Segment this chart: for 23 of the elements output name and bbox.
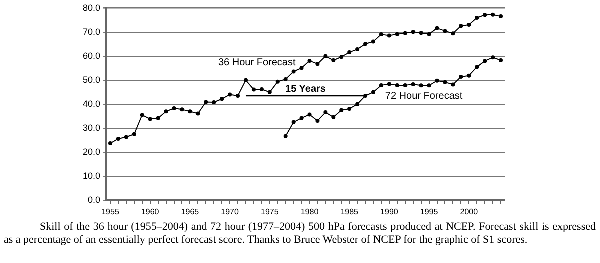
- x-tick-label: 1975: [260, 207, 280, 216]
- x-tick-label: 1980: [300, 207, 320, 216]
- series-label: 72 Hour Forecast: [385, 91, 463, 102]
- y-tick-label: 10.0: [82, 170, 101, 181]
- x-tick-label: 1990: [380, 207, 399, 216]
- x-tick-label: 1985: [340, 207, 360, 216]
- annotation: 15 Years: [286, 84, 326, 95]
- series-label: 36 Hour Forecast: [218, 58, 296, 69]
- y-tick-label: 30.0: [82, 122, 101, 133]
- x-tick-label: 2000: [460, 207, 479, 216]
- x-tick-label: 1955: [102, 207, 120, 216]
- y-tick-label: 0.0: [88, 194, 101, 205]
- x-tick-label: 1995: [420, 207, 439, 216]
- y-tick-label: 50.0: [82, 74, 101, 85]
- x-tick-label: 1970: [221, 207, 240, 216]
- x-tick-label: 1965: [181, 207, 200, 216]
- y-tick-label: 60.0: [82, 50, 101, 61]
- y-tick-label: 70.0: [82, 26, 101, 37]
- x-tick-label: 1960: [141, 207, 160, 216]
- text: Skill of the 36 hour (1955–2004) and 72 hour (1977–2004) 500 hPa forecasts produced at NCEP. Forecast skill is expressed as a percentage of an essentially perfect forecast score. Thanks to Bruce Webster of NCEP for the graphic of S1 scores.: [4, 221, 596, 247]
- y-tick-label: 20.0: [82, 146, 101, 157]
- y-tick-label: 80.0: [82, 2, 101, 13]
- y-tick-label: 40.0: [82, 98, 101, 109]
